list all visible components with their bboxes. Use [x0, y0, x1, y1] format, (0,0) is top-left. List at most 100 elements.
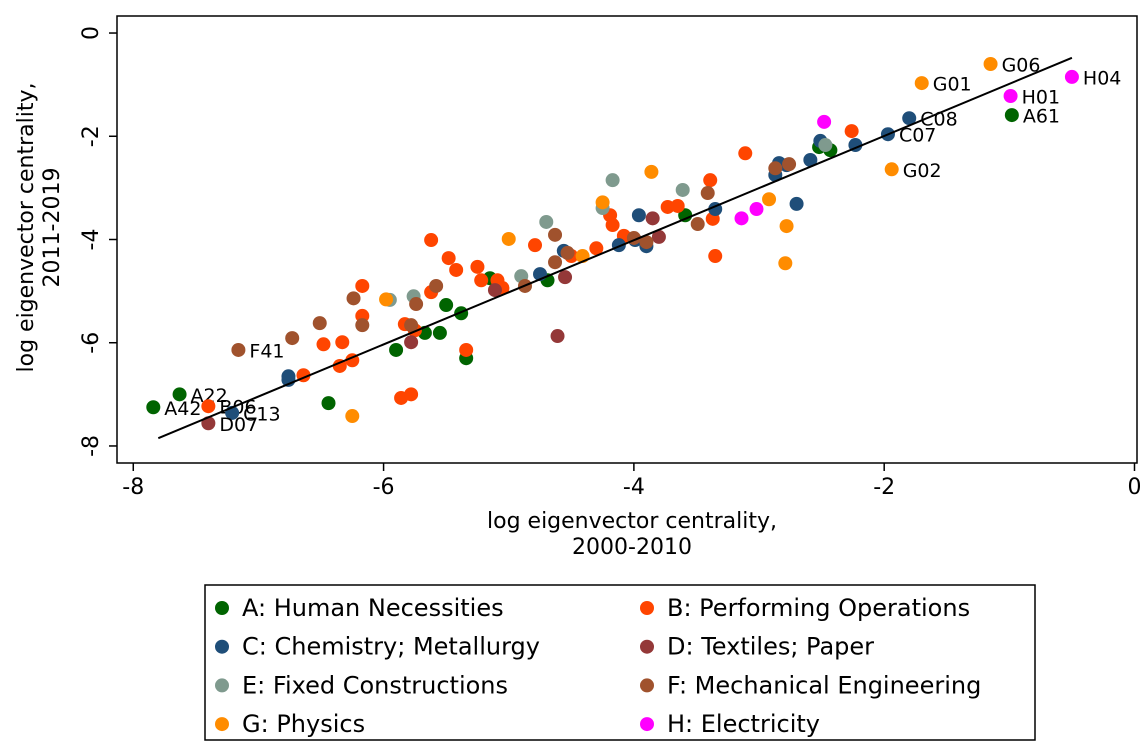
point [902, 111, 917, 126]
point [818, 138, 833, 153]
point [884, 162, 899, 177]
point [644, 164, 659, 179]
legend-label: C: Chemistry; Metallurgy [242, 633, 540, 661]
point [1003, 89, 1018, 104]
point [1064, 69, 1079, 84]
point [528, 238, 543, 253]
point [762, 192, 777, 207]
point [332, 358, 347, 373]
point [474, 273, 489, 288]
x-tick-label: -2 [873, 475, 895, 500]
x-tick-label: -4 [623, 475, 645, 500]
point [432, 325, 447, 340]
legend-marker [640, 678, 654, 693]
point [345, 409, 360, 424]
x-axis-title: log eigenvector centrality, [487, 509, 777, 534]
point [409, 297, 424, 312]
legend-marker [640, 601, 654, 615]
point [146, 400, 161, 415]
legend-marker [640, 717, 654, 732]
point [501, 231, 516, 246]
y-axis-title: 2011-2019 [40, 168, 65, 288]
point [983, 57, 998, 72]
point [708, 249, 723, 264]
point-label: A22 [191, 385, 228, 407]
point [675, 182, 690, 197]
point [429, 278, 444, 293]
point [560, 245, 575, 260]
x-axis-title: 2000-2010 [572, 535, 692, 560]
point [670, 198, 685, 213]
point [678, 208, 693, 223]
point [379, 292, 394, 307]
point [404, 335, 419, 350]
point [1004, 108, 1019, 123]
point [914, 76, 929, 91]
point-label: H04 [1083, 67, 1121, 89]
point-label: G02 [903, 160, 942, 182]
legend-label: H: Electricity [667, 710, 820, 738]
point-label: C07 [899, 125, 936, 147]
point [355, 318, 370, 333]
legend-label: E: Fixed Constructions [242, 671, 508, 699]
point-label: C13 [243, 403, 280, 425]
y-tick-label: -8 [79, 435, 104, 457]
point [605, 173, 620, 188]
y-tick-label: -4 [79, 229, 104, 251]
y-tick-label: -6 [79, 332, 104, 354]
point [700, 186, 715, 201]
point [595, 195, 610, 210]
x-tick-label: -8 [122, 475, 144, 500]
point [651, 229, 666, 244]
point [285, 331, 300, 346]
point [201, 399, 216, 414]
point [734, 211, 749, 226]
y-tick-label: -2 [79, 125, 104, 147]
point [703, 173, 718, 188]
point-label: G06 [1002, 55, 1041, 77]
point [231, 342, 246, 357]
point [459, 342, 474, 357]
point [172, 387, 187, 402]
legend-marker [215, 717, 229, 732]
y-tick-label: 0 [79, 26, 104, 40]
x-tick-label: 0 [1127, 475, 1140, 500]
point [803, 153, 818, 168]
point [470, 259, 485, 274]
point [631, 208, 646, 223]
point-label: H01 [1022, 87, 1060, 109]
legend-label: D: Textiles; Paper [667, 633, 874, 661]
point [550, 329, 565, 344]
point-label: F41 [249, 340, 284, 362]
point [589, 241, 604, 256]
point-label: A42 [164, 398, 201, 420]
point [548, 227, 563, 242]
point [404, 387, 419, 402]
point [389, 342, 404, 357]
point [749, 202, 764, 217]
point [645, 211, 660, 226]
point [441, 251, 456, 266]
point [316, 337, 331, 352]
point [817, 114, 832, 129]
legend-label: F: Mechanical Engineering [667, 671, 981, 699]
legend-marker [215, 601, 229, 615]
point [312, 316, 327, 331]
legend-marker [215, 678, 229, 693]
point [782, 157, 797, 172]
point [439, 298, 454, 313]
legend-marker [215, 639, 229, 654]
point [404, 318, 419, 333]
legend-marker [640, 639, 654, 654]
point [487, 283, 502, 298]
fit-line [157, 56, 1073, 440]
point [778, 256, 793, 271]
point [605, 218, 620, 233]
legend-box [204, 584, 1036, 741]
point-label: C08 [920, 109, 957, 131]
point [548, 255, 563, 270]
point-label: D07 [219, 414, 258, 436]
point [789, 196, 804, 211]
point [690, 217, 705, 232]
